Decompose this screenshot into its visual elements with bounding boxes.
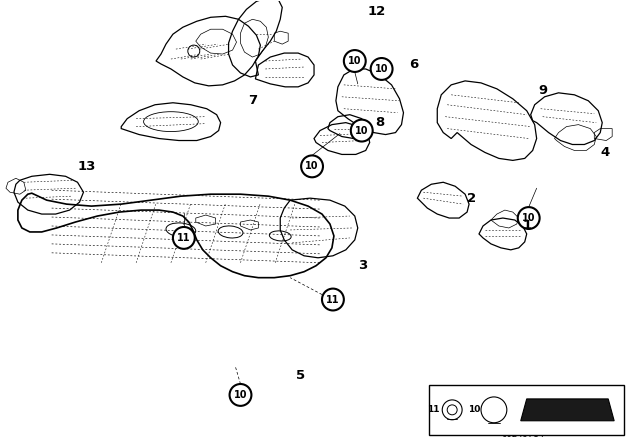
Text: 4: 4: [600, 146, 609, 159]
Text: 11: 11: [427, 405, 439, 414]
Text: 10: 10: [375, 64, 388, 74]
Text: 5: 5: [296, 369, 305, 382]
Text: 8: 8: [376, 116, 385, 129]
FancyBboxPatch shape: [429, 385, 624, 435]
Text: 10: 10: [348, 56, 362, 66]
Text: 10: 10: [468, 405, 480, 414]
Circle shape: [442, 400, 462, 420]
Text: 11: 11: [177, 233, 191, 243]
Text: 9: 9: [539, 84, 548, 97]
Circle shape: [344, 50, 365, 72]
Text: 13: 13: [77, 160, 96, 173]
Circle shape: [481, 397, 507, 423]
Circle shape: [351, 120, 372, 142]
Circle shape: [322, 289, 344, 310]
Text: 7: 7: [248, 94, 257, 107]
Text: 3: 3: [358, 259, 367, 272]
Text: 00249784: 00249784: [501, 430, 544, 439]
Circle shape: [447, 405, 457, 415]
Circle shape: [230, 384, 252, 406]
Text: 11: 11: [326, 294, 340, 305]
Polygon shape: [521, 399, 614, 421]
Text: 10: 10: [305, 161, 319, 171]
Text: 1: 1: [523, 220, 532, 233]
Text: 12: 12: [368, 5, 386, 18]
Circle shape: [371, 58, 392, 80]
Text: 10: 10: [522, 213, 536, 223]
Text: 2: 2: [467, 192, 476, 205]
Text: 10: 10: [355, 125, 369, 136]
Circle shape: [173, 227, 195, 249]
Text: 10: 10: [234, 390, 247, 400]
Circle shape: [518, 207, 540, 229]
Text: 6: 6: [410, 59, 419, 72]
Circle shape: [301, 155, 323, 177]
